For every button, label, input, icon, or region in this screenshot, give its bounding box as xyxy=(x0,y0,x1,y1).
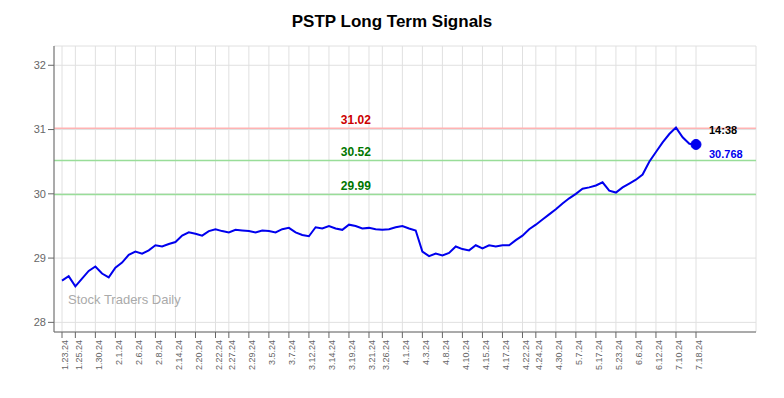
svg-text:32: 32 xyxy=(34,59,46,71)
svg-text:31.02: 31.02 xyxy=(341,113,371,127)
svg-text:2.22.24: 2.22.24 xyxy=(214,340,224,370)
svg-text:3.26.24: 3.26.24 xyxy=(381,340,391,370)
svg-text:29: 29 xyxy=(34,252,46,264)
svg-text:4.8.24: 4.8.24 xyxy=(441,340,451,365)
svg-text:1.30.24: 1.30.24 xyxy=(94,340,104,370)
svg-text:7.18.24: 7.18.24 xyxy=(694,340,704,370)
svg-text:5.23.24: 5.23.24 xyxy=(614,340,624,370)
svg-text:6.12.24: 6.12.24 xyxy=(654,340,664,370)
svg-text:4.17.24: 4.17.24 xyxy=(501,340,511,370)
svg-text:2.8.24: 2.8.24 xyxy=(154,340,164,365)
svg-text:4.22.24: 4.22.24 xyxy=(521,340,531,370)
svg-text:4.24.24: 4.24.24 xyxy=(534,340,544,370)
svg-text:30.768: 30.768 xyxy=(709,148,743,160)
svg-text:1.25.24: 1.25.24 xyxy=(74,340,84,370)
svg-text:1.23.24: 1.23.24 xyxy=(60,340,70,370)
svg-text:5.7.24: 5.7.24 xyxy=(574,340,584,365)
svg-text:6.6.24: 6.6.24 xyxy=(634,340,644,365)
svg-text:3.19.24: 3.19.24 xyxy=(347,340,357,370)
svg-text:7.10.24: 7.10.24 xyxy=(674,340,684,370)
svg-text:4.10.24: 4.10.24 xyxy=(461,340,471,370)
svg-text:4.1.24: 4.1.24 xyxy=(401,340,411,365)
html-text:Stock Traders Daily: Stock Traders Daily xyxy=(68,292,181,307)
svg-text:3.5.24: 3.5.24 xyxy=(267,340,277,365)
svg-text:31: 31 xyxy=(34,123,46,135)
svg-text:2.1.24: 2.1.24 xyxy=(114,340,124,365)
svg-text:2.20.24: 2.20.24 xyxy=(194,340,204,370)
svg-text:4.30.24: 4.30.24 xyxy=(554,340,564,370)
svg-text:2.29.24: 2.29.24 xyxy=(247,340,257,370)
svg-text:29.99: 29.99 xyxy=(341,179,371,193)
html-text:PSTP Long Term Signals: PSTP Long Term Signals xyxy=(291,12,493,31)
svg-text:30: 30 xyxy=(34,188,46,200)
svg-text:5.17.24: 5.17.24 xyxy=(594,340,604,370)
svg-text:3.12.24: 3.12.24 xyxy=(307,340,317,370)
svg-text:28: 28 xyxy=(34,316,46,328)
svg-text:14:38: 14:38 xyxy=(709,124,737,136)
svg-text:2.27.24: 2.27.24 xyxy=(227,340,237,370)
svg-text:2.14.24: 2.14.24 xyxy=(174,340,184,370)
svg-text:2.6.24: 2.6.24 xyxy=(134,340,144,365)
svg-text:3.7.24: 3.7.24 xyxy=(287,340,297,365)
svg-text:4.3.24: 4.3.24 xyxy=(421,340,431,365)
svg-text:3.14.24: 3.14.24 xyxy=(327,340,337,370)
svg-text:30.52: 30.52 xyxy=(341,145,371,159)
svg-text:4.15.24: 4.15.24 xyxy=(481,340,491,370)
svg-text:3.21.24: 3.21.24 xyxy=(367,340,377,370)
